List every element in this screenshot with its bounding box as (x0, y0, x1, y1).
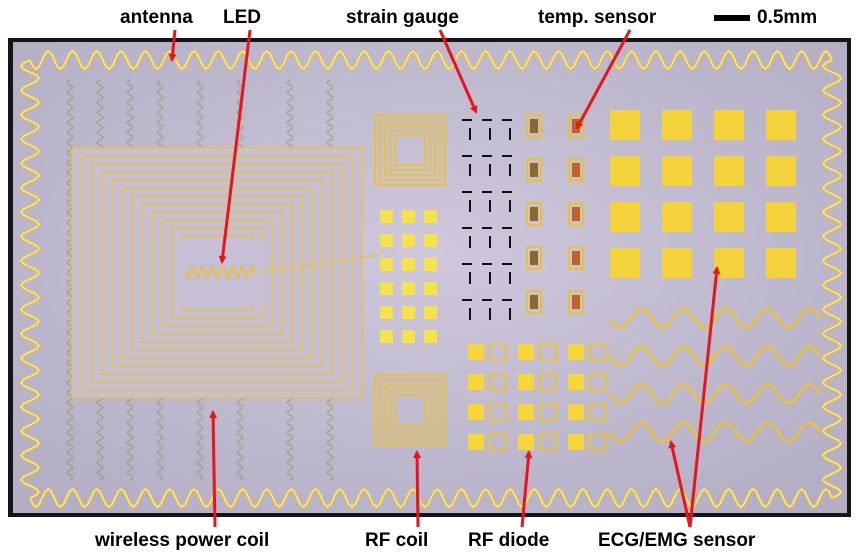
temp-sensor (530, 207, 538, 221)
rf-diode-pad (518, 434, 534, 450)
contact-pad (380, 210, 393, 223)
rf-diode-pad (468, 404, 484, 420)
label-temp-sensor: temp. sensor (538, 7, 657, 28)
ecg-electrode (662, 248, 692, 278)
temp-sensor (572, 207, 580, 221)
contact-pad (380, 234, 393, 247)
ecg-electrode (662, 110, 692, 140)
rf-diode-pad (518, 404, 534, 420)
temp-sensor (572, 163, 580, 177)
contact-pad (424, 330, 437, 343)
label-scale: 0.5mm (757, 7, 817, 28)
contact-pad (424, 282, 437, 295)
page: {"labels": {"antenna": "antenna", "led":… (0, 0, 861, 555)
contact-pad (424, 210, 437, 223)
label-antenna: antenna (120, 7, 193, 28)
rf-diode-pad (468, 344, 484, 360)
ecg-electrode (662, 202, 692, 232)
label-rf-coil: RF coil (365, 530, 428, 551)
rf-diode-pad (568, 434, 584, 450)
temp-sensor (530, 295, 538, 309)
contact-pad (424, 234, 437, 247)
contact-pad (402, 330, 415, 343)
contact-pad (424, 306, 437, 319)
contact-pad (402, 234, 415, 247)
label-led: LED (223, 7, 261, 28)
temp-sensor (530, 119, 538, 133)
ecg-electrode (766, 248, 796, 278)
ecg-electrode (610, 110, 640, 140)
ecg-electrode (610, 202, 640, 232)
rf-diode-pad (518, 374, 534, 390)
rf-diode-pad (468, 434, 484, 450)
rf-diode-pad (568, 404, 584, 420)
temp-sensor (572, 251, 580, 265)
ecg-electrode (714, 110, 744, 140)
ecg-electrode (610, 248, 640, 278)
ecg-electrode (662, 156, 692, 186)
temp-sensor (530, 251, 538, 265)
contact-pad (380, 306, 393, 319)
contact-pad (402, 282, 415, 295)
contact-pad (402, 258, 415, 271)
rf-diode-pad (568, 344, 584, 360)
contact-pad (380, 330, 393, 343)
ecg-electrode (714, 248, 744, 278)
ecg-electrode (714, 202, 744, 232)
rf-diode-pad (518, 344, 534, 360)
contact-pad (402, 306, 415, 319)
contact-pad (402, 210, 415, 223)
contact-pad (380, 282, 393, 295)
ecg-electrode (766, 110, 796, 140)
figure: antenna LED strain gauge temp. sensor 0.… (0, 0, 861, 555)
temp-sensor (530, 163, 538, 177)
label-rf-diode: RF diode (468, 530, 549, 551)
label-ecg-emg-sensor: ECG/EMG sensor (598, 530, 756, 551)
arrow (213, 412, 215, 527)
label-strain-gauge: strain gauge (346, 7, 459, 28)
label-wireless-power-coil: wireless power coil (94, 530, 269, 551)
ecg-electrode (766, 156, 796, 186)
ecg-electrode (610, 156, 640, 186)
scale-bar (714, 15, 750, 21)
rf-diode-pad (568, 374, 584, 390)
rf-diode-pad (468, 374, 484, 390)
ecg-electrode (766, 202, 796, 232)
ecg-electrode (714, 156, 744, 186)
contact-pad (380, 258, 393, 271)
contact-pad (424, 258, 437, 271)
arrow (417, 452, 418, 527)
temp-sensor (572, 295, 580, 309)
